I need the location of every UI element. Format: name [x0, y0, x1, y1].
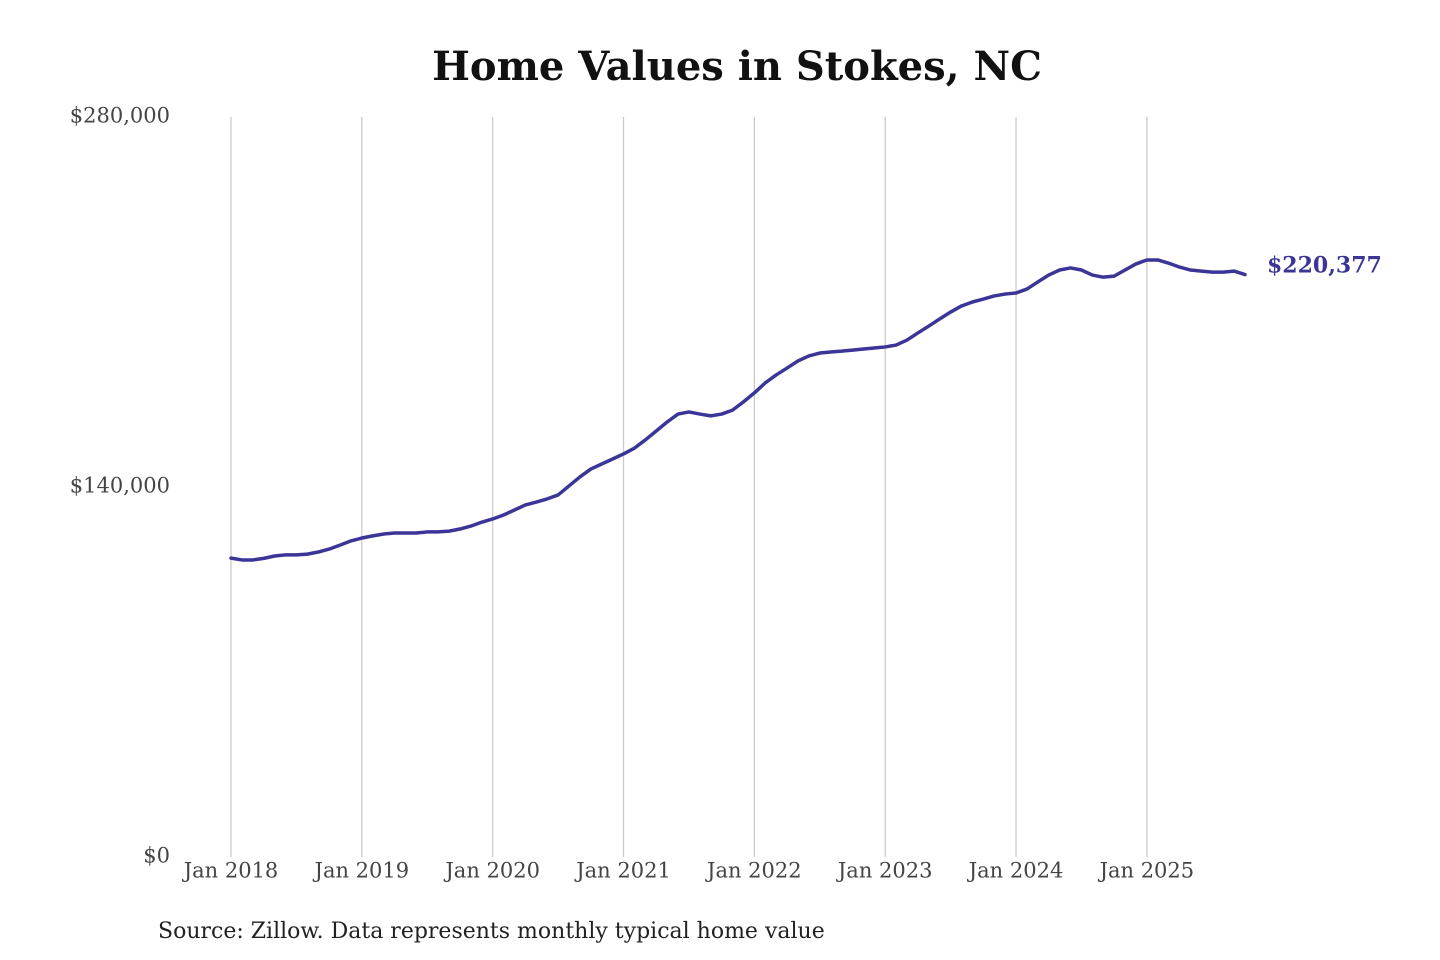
x-tick-label: Jan 2021 — [574, 859, 671, 883]
source-note: Source: Zillow. Data represents monthly … — [158, 919, 825, 944]
end-value-label: $220,377 — [1267, 253, 1382, 279]
x-tick-label: Jan 2023 — [836, 859, 933, 883]
x-tick-label: Jan 2019 — [313, 859, 410, 883]
x-tick-label: Jan 2024 — [967, 859, 1064, 883]
chart-title: Home Values in Stokes, NC — [432, 43, 1042, 90]
x-tick-label: Jan 2020 — [443, 859, 540, 883]
y-tick-label: $280,000 — [70, 104, 170, 128]
x-tick-label: Jan 2022 — [705, 859, 802, 883]
x-tick-label: Jan 2025 — [1098, 859, 1195, 883]
x-tick-label: Jan 2018 — [182, 859, 279, 883]
line-series — [229, 258, 1247, 562]
y-tick-label: $140,000 — [70, 474, 170, 498]
y-tick-label: $0 — [143, 844, 170, 868]
